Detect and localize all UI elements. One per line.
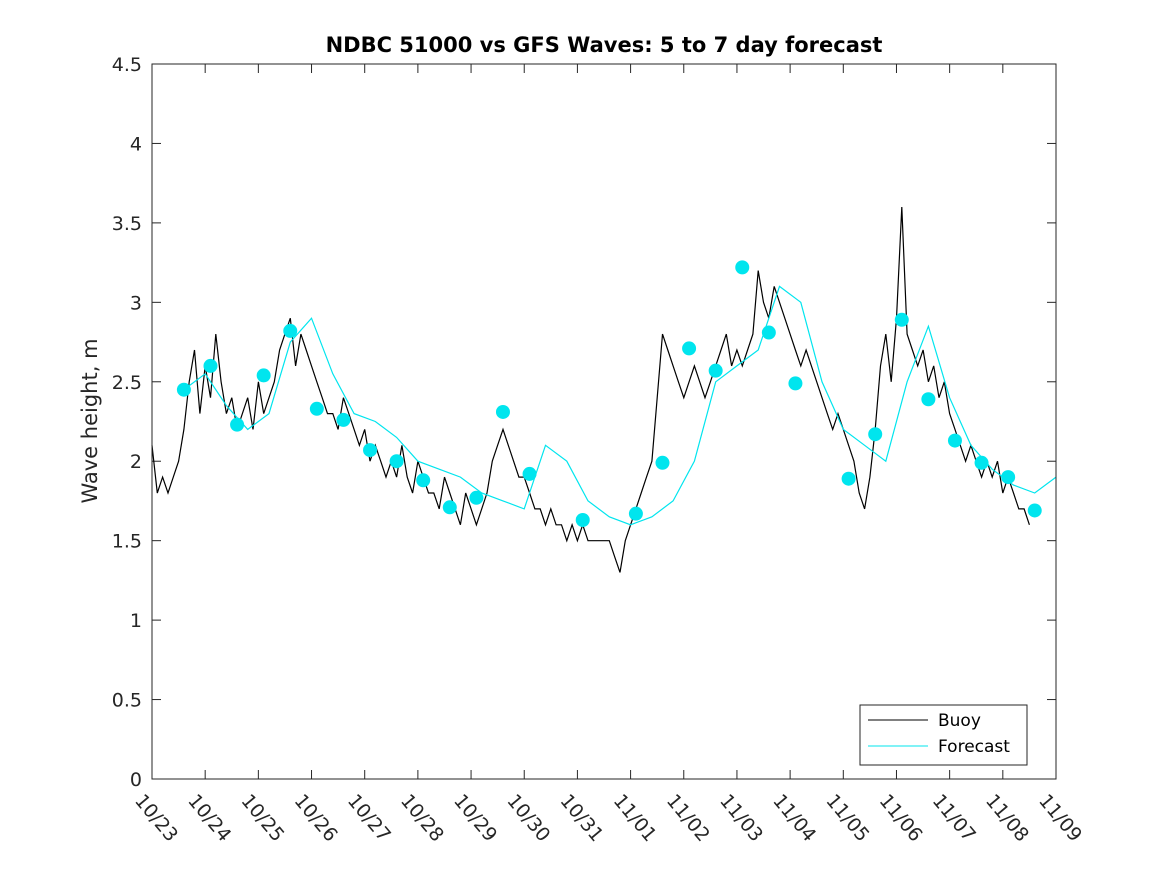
y-tick-label: 3 [130, 292, 142, 314]
x-tick-label: 10/23 [130, 790, 182, 846]
forecast-point [735, 260, 750, 275]
x-tick-label: 10/30 [502, 790, 554, 846]
forecast-point [894, 312, 909, 327]
forecast-point [230, 417, 245, 432]
y-tick-label: 2 [130, 451, 142, 473]
legend-forecast-label: Forecast [938, 737, 1010, 757]
forecast-point [389, 454, 404, 469]
forecast-point [868, 427, 883, 442]
forecast-point [761, 325, 776, 340]
y-tick-label: 4 [130, 133, 142, 155]
forecast-point [974, 455, 989, 470]
x-tick-label: 11/05 [821, 790, 873, 846]
plot-area [151, 206, 1057, 573]
forecast-series-line [183, 285, 1057, 526]
x-tick-label: 11/04 [768, 790, 820, 846]
forecast-point [495, 404, 510, 419]
x-tick-label: 10/24 [183, 790, 235, 846]
x-tick-label: 11/06 [875, 790, 927, 846]
x-tick-label: 11/01 [609, 790, 661, 846]
y-tick-label: 0.5 [112, 690, 142, 712]
forecast-point [203, 358, 218, 373]
forecast-point [363, 443, 378, 458]
x-tick-labels: 10/23 10/24 10/25 10/26 10/27 10/28 10/29 10/30… [130, 790, 1086, 846]
forecast-point [1027, 503, 1042, 518]
y-tick-label: 2.5 [112, 372, 142, 394]
forecast-point [655, 455, 670, 470]
forecast-point [336, 412, 351, 427]
y-axis-label: Wave height, m [78, 338, 102, 503]
forecast-point [841, 471, 856, 486]
plot-frame [151, 63, 1057, 780]
axis-ticks [151, 63, 1057, 780]
forecast-point [256, 368, 271, 383]
x-tick-label: 10/28 [396, 790, 448, 846]
forecast-point [708, 363, 723, 378]
forecast-point [522, 466, 537, 481]
forecast-point [682, 341, 697, 356]
x-tick-label: 11/03 [715, 790, 767, 846]
y-tick-labels: 0 0.5 1 1.5 2 2.5 3 3.5 4 4.5 [112, 54, 142, 791]
forecast-point [628, 506, 643, 521]
x-tick-label: 10/27 [343, 790, 395, 846]
x-tick-label: 10/31 [556, 790, 608, 846]
chart-title: NDBC 51000 vs GFS Waves: 5 to 7 day fore… [326, 33, 883, 57]
legend-box [859, 704, 1028, 766]
forecast-point [176, 382, 191, 397]
forecast-point [309, 401, 324, 416]
forecast-point [442, 500, 457, 515]
forecast-point [575, 513, 590, 528]
x-tick-label: 10/25 [237, 790, 289, 846]
y-tick-label: 4.5 [112, 54, 142, 76]
forecast-point [1001, 470, 1016, 485]
x-tick-label: 11/08 [981, 790, 1033, 846]
buoy-series-line [151, 206, 1030, 573]
forecast-point [416, 473, 431, 488]
x-tick-label: 11/09 [1034, 790, 1086, 846]
x-tick-label: 10/29 [449, 790, 501, 846]
x-tick-label: 11/02 [662, 790, 714, 846]
forecast-point [921, 392, 936, 407]
forecast-point [283, 323, 298, 338]
y-tick-label: 0 [130, 769, 142, 791]
legend: Buoy Forecast [859, 704, 1028, 766]
y-tick-label: 1 [130, 610, 142, 632]
forecast-point [947, 433, 962, 448]
forecast-point [469, 490, 484, 505]
y-tick-label: 3.5 [112, 213, 142, 235]
legend-buoy-label: Buoy [938, 711, 981, 731]
x-tick-label: 10/26 [290, 790, 342, 846]
y-tick-label: 1.5 [112, 531, 142, 553]
forecast-point [788, 376, 803, 391]
x-tick-label: 11/07 [928, 790, 980, 846]
